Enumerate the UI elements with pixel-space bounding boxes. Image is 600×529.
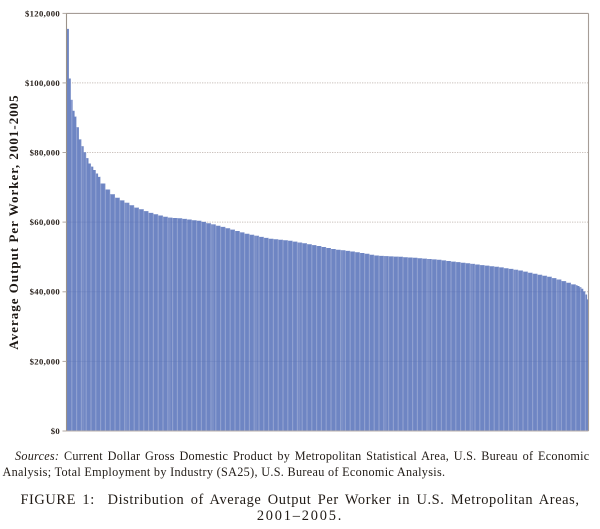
svg-text:$0: $0: [51, 426, 61, 436]
svg-text:$60,000: $60,000: [30, 217, 61, 227]
svg-text:$100,000: $100,000: [25, 78, 60, 88]
svg-text:$80,000: $80,000: [30, 147, 61, 157]
svg-text:$20,000: $20,000: [30, 356, 61, 366]
svg-text:$40,000: $40,000: [30, 287, 61, 297]
svg-text:$120,000: $120,000: [25, 8, 60, 18]
svg-text:Average Output Per Worker, 200: Average Output Per Worker, 2001-2005: [7, 94, 21, 349]
